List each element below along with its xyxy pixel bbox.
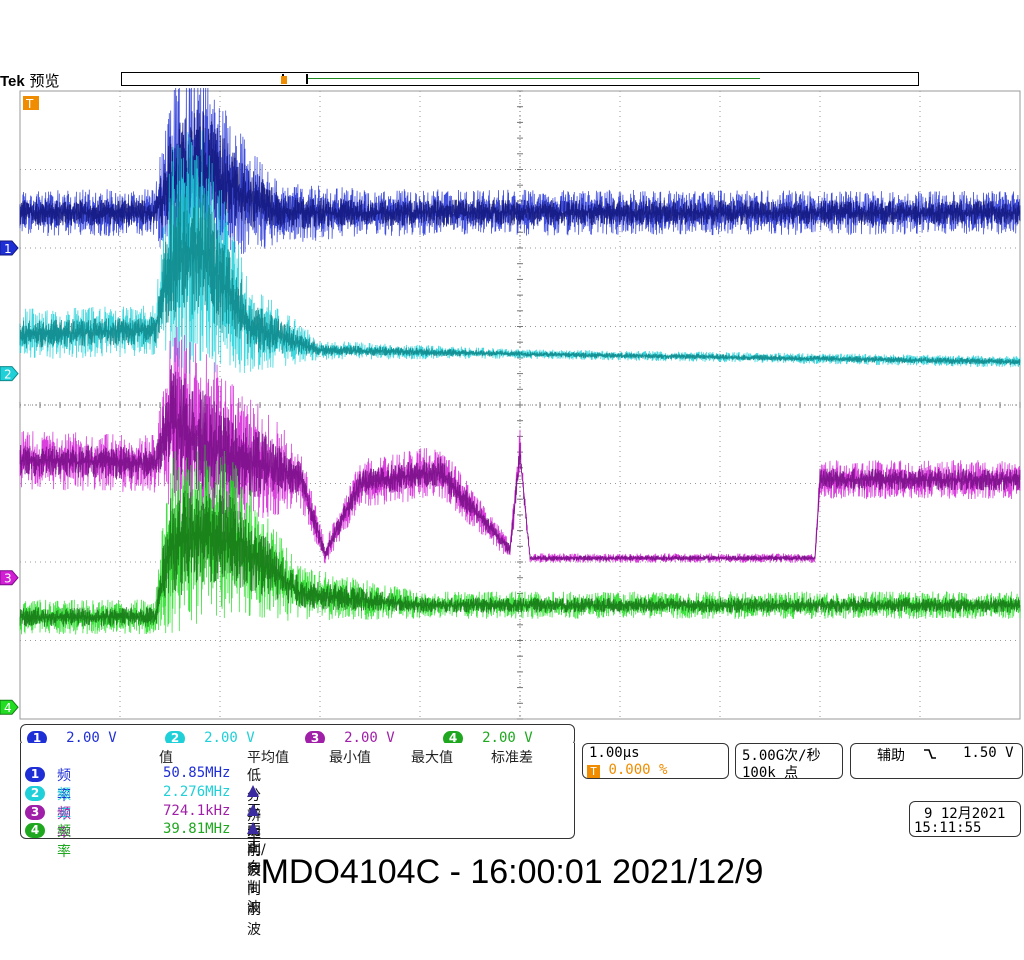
trigger-position-value: 0.000 %: [608, 762, 668, 778]
mode-label: 预览: [29, 72, 60, 90]
trigger-position-readout: T 0.000 %: [587, 762, 667, 778]
trace-channel-2: [19, 130, 1021, 374]
trigger-marker-label: T: [25, 97, 34, 111]
record-span-line: [308, 78, 760, 79]
channel-4-scale[interactable]: 4 2.00 V: [443, 727, 533, 746]
trigger-source: 辅助: [877, 748, 905, 764]
measurement-note-text: 正向削波: [247, 840, 261, 916]
trace-channel-4: [19, 444, 1021, 635]
channel-4-chip: 4: [443, 731, 463, 746]
channel-3-marker-label: 3: [4, 572, 12, 586]
measurement-label: 频率: [57, 768, 71, 804]
channel-3-scale[interactable]: 3 2.00 V: [305, 727, 395, 746]
measurement-value: 50.85MHz: [163, 765, 231, 781]
measurement-chip: 2: [25, 786, 45, 801]
channel-4-scale-value: 2.00 V: [482, 730, 533, 746]
header-mean: 平均值: [247, 750, 289, 766]
scope-display: 1 2 3 4 T: [0, 88, 1021, 720]
traces: [19, 88, 1021, 635]
measurement-panel: 值 平均值 最小值 最大值 标准差 1 频率 50.85MHz 低分辨率 2 频…: [20, 743, 575, 938]
warning-triangle-icon: [247, 785, 259, 797]
channel-3-chip: 3: [305, 731, 325, 746]
trigger-readout[interactable]: 辅助 1.50 V: [850, 743, 1023, 779]
trigger-position-marker: [281, 76, 287, 84]
header-min: 最小值: [329, 750, 371, 766]
channel-4-ground-marker[interactable]: 4: [0, 699, 19, 715]
channel-1-chip: 1: [27, 731, 47, 746]
header-stddev: 标准差: [491, 750, 533, 766]
falling-edge-icon: [924, 749, 936, 759]
measurement-value: 39.81MHz: [163, 821, 231, 837]
measurement-value: 2.276MHz: [163, 784, 231, 800]
time-per-div: 1.00µs: [589, 745, 640, 761]
trace-4-dense-band: [19, 480, 1021, 627]
channel-2-chip: 2: [165, 731, 185, 746]
image-caption: MDO4104C - 16:00:01 2021/12/9: [260, 853, 764, 891]
channel-3-scale-value: 2.00 V: [344, 730, 395, 746]
channel-scale-bar: 1 2.00 V 2 2.00 V 3 2.00 V 4 2.00 V: [20, 724, 575, 746]
horizontal-readout[interactable]: 1.00µs T 0.000 %: [582, 743, 729, 779]
date-value: 9 12月2021: [924, 806, 1006, 822]
measurement-chip: 3: [25, 805, 45, 820]
channel-4-marker-label: 4: [4, 701, 12, 715]
trigger-time-marker[interactable]: T: [23, 96, 39, 111]
channel-1-scale[interactable]: 1 2.00 V: [27, 727, 117, 746]
warning-triangle-icon: [247, 804, 259, 816]
channel-1-ground-marker[interactable]: 1: [0, 240, 19, 256]
trigger-t-icon: T: [587, 765, 600, 778]
channel-3-ground-marker[interactable]: 3: [0, 570, 19, 586]
channel-2-ground-marker[interactable]: 2: [0, 366, 19, 382]
measurement-label: 频率: [57, 824, 71, 860]
acquisition-readout[interactable]: 5.00G次/秒 100k 点: [735, 743, 843, 781]
channel-2-scale[interactable]: 2 2.00 V: [165, 727, 255, 746]
brand-label: Tek 预览: [0, 70, 60, 91]
measurement-chip: 1: [25, 767, 45, 782]
sample-rate: 5.00G次/秒: [742, 748, 821, 764]
header-value: 值: [159, 750, 173, 766]
measurement-label: 频率: [57, 787, 71, 823]
brand-name: Tek: [0, 73, 25, 90]
trace-3-dense-band: [19, 365, 1021, 561]
measurement-note: 正向削波: [247, 821, 261, 917]
channel-2-scale-value: 2.00 V: [204, 730, 255, 746]
record-points: 100k 点: [742, 765, 799, 781]
channel-1-marker-label: 1: [4, 242, 12, 256]
header-max: 最大值: [411, 750, 453, 766]
channel-2-marker-label: 2: [4, 368, 12, 382]
measurement-chip: 4: [25, 823, 45, 838]
time-value: 15:11:55: [914, 820, 982, 836]
channel-markers: 1 2 3 4 T: [0, 96, 39, 715]
trace-2-dense-band: [19, 182, 1021, 366]
datetime-readout: 9 12月2021 15:11:55: [909, 801, 1021, 837]
measurement-value: 724.1kHz: [163, 803, 231, 819]
channel-1-scale-value: 2.00 V: [66, 730, 117, 746]
measurement-label: 频率: [57, 806, 71, 842]
record-length-bar[interactable]: [121, 72, 919, 86]
warning-triangle-icon: [247, 822, 259, 834]
trigger-level: 1.50 V: [963, 745, 1014, 761]
